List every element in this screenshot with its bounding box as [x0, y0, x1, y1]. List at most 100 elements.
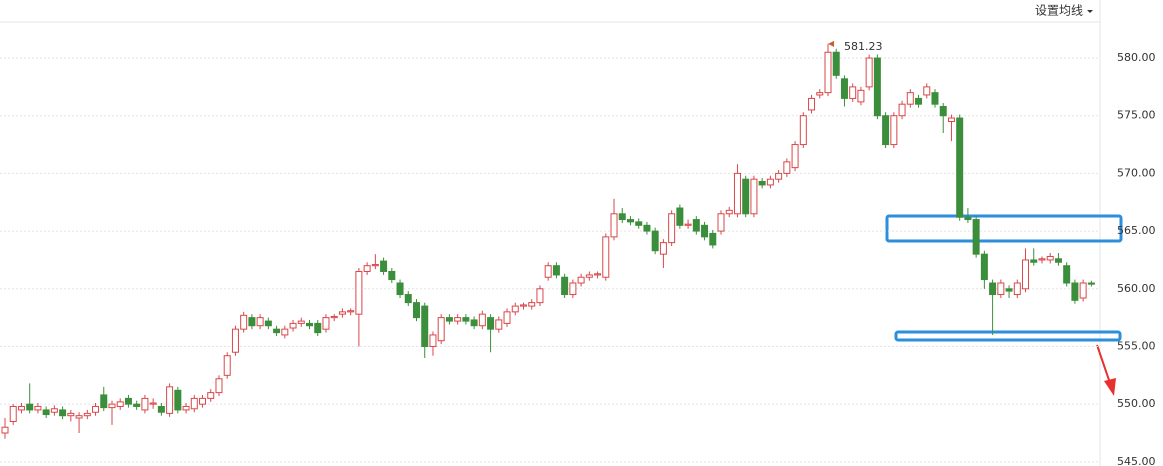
candle-body [791, 144, 799, 169]
candle-body [857, 89, 865, 103]
candle-body [1005, 288, 1013, 292]
candle-body [528, 302, 536, 307]
y-tick-label: 545.00 [1117, 455, 1156, 466]
candle-body [108, 403, 116, 409]
candle-body [190, 397, 198, 410]
candle-body [890, 115, 898, 146]
candle-body [248, 317, 256, 327]
candle-body [215, 378, 223, 394]
candle-body [1087, 282, 1095, 285]
candle-body [330, 315, 338, 319]
candle-body [511, 305, 519, 313]
candle-body [799, 115, 807, 146]
candle-body [742, 178, 750, 215]
candle-body [1, 426, 9, 434]
candle-body [750, 178, 758, 215]
candle-body [816, 92, 824, 96]
candle-body [577, 276, 585, 284]
candle-body [1063, 265, 1071, 284]
candle-body [643, 224, 651, 232]
candle-body [1022, 259, 1030, 290]
candle-body [676, 207, 684, 226]
candle-body [347, 310, 355, 313]
candle-body [264, 320, 272, 327]
highlight-box [885, 214, 1123, 243]
candle-body [1013, 282, 1021, 296]
candle-body [9, 405, 17, 422]
candle-body [651, 230, 659, 252]
candle-body [174, 389, 182, 411]
candle-body [42, 409, 50, 416]
candle-body [166, 386, 174, 414]
candle-body [404, 294, 412, 304]
candle-body [289, 322, 297, 329]
candle-body [602, 236, 610, 278]
red-arrow [1096, 344, 1116, 396]
candle-body [478, 313, 486, 327]
candle-body [413, 302, 420, 319]
candle-body [552, 265, 560, 276]
candle-body [906, 92, 914, 105]
dropdown-caret[interactable] [1087, 10, 1093, 13]
candle-body [388, 270, 396, 281]
candle-body [1054, 258, 1062, 263]
candle-body [618, 213, 626, 221]
candle-body [355, 270, 363, 315]
candle-body [849, 86, 857, 99]
candle-body [100, 394, 108, 409]
candle-body [26, 403, 34, 411]
candle-body [840, 78, 848, 99]
candle-body [1038, 258, 1046, 261]
y-tick-label: 575.00 [1117, 109, 1156, 122]
candle-body [947, 117, 955, 122]
candle-body [931, 92, 939, 105]
candle-body [519, 304, 527, 307]
candle-body [445, 317, 453, 322]
candle-body [536, 288, 544, 304]
candle-body [775, 172, 783, 180]
candle-body [256, 317, 264, 327]
candle-body [989, 282, 997, 296]
candle-body [124, 397, 132, 405]
candle-body [462, 317, 470, 322]
candle-body [92, 405, 100, 413]
candle-body [997, 282, 1005, 296]
candle-body [141, 397, 149, 411]
candle-body [231, 328, 239, 353]
candle-body [207, 392, 215, 399]
high-pointer [828, 40, 834, 47]
candle-body [133, 403, 141, 407]
candle-body [116, 401, 124, 407]
candle-body [544, 265, 552, 278]
candle-body [972, 219, 980, 255]
y-tick-label: 565.00 [1117, 224, 1156, 237]
candle-body [421, 305, 429, 347]
candle-body [314, 322, 322, 334]
highlight-box [894, 330, 1122, 342]
candle-body [223, 355, 231, 376]
candle-body [701, 224, 709, 238]
candle-body [487, 317, 495, 330]
y-tick-label: 570.00 [1117, 166, 1156, 179]
candle-body [956, 117, 964, 218]
candle-body [923, 86, 931, 96]
candle-body [684, 223, 692, 226]
y-tick-label: 555.00 [1117, 339, 1156, 352]
candle-body [758, 180, 766, 186]
ma-settings-button[interactable]: 设置均线 [1035, 4, 1093, 18]
high-label: 581.23 [844, 40, 883, 53]
candle-body [149, 402, 157, 405]
candle-body [766, 178, 774, 186]
candle-body [59, 409, 67, 417]
candle-body [34, 405, 42, 411]
candle-body [569, 282, 577, 296]
button-label[interactable]: 设置均线 [1035, 4, 1083, 18]
candle-body [75, 415, 83, 419]
candle-body [396, 282, 404, 296]
candle-body [273, 328, 281, 334]
candle-body [725, 209, 733, 215]
candle-body [1046, 255, 1054, 261]
candle-body [873, 57, 881, 117]
y-tick-label: 550.00 [1117, 397, 1156, 410]
candle-body [281, 328, 289, 336]
